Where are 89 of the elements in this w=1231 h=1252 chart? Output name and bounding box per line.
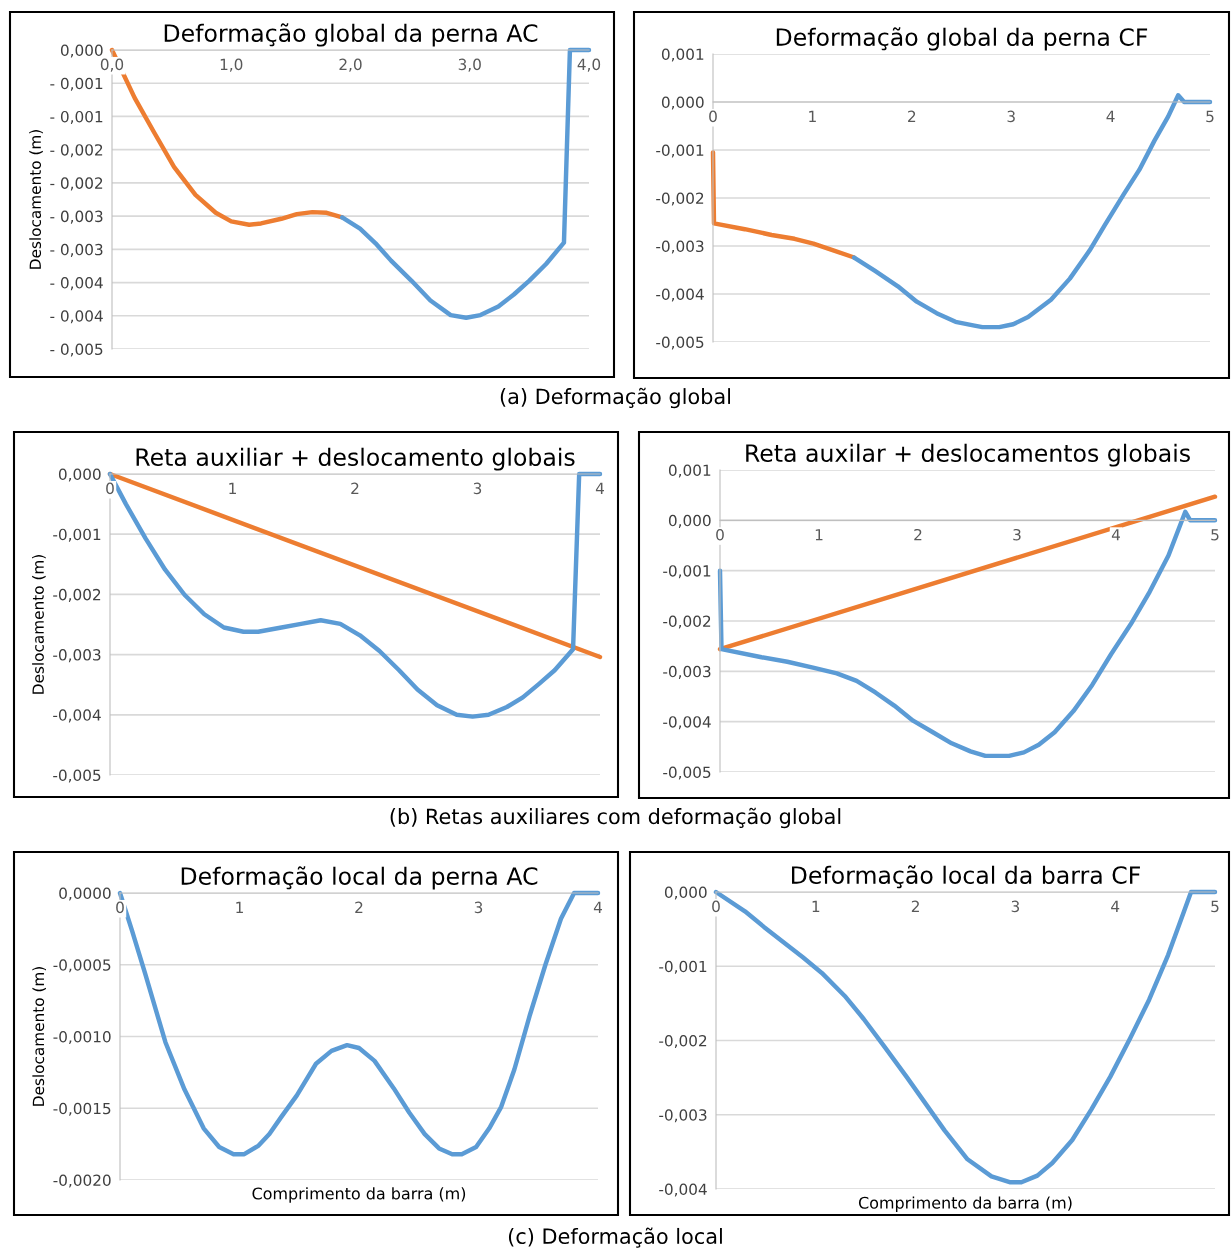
y-tick-label: - 0,001 — [50, 77, 103, 91]
y-tick-label: -0,003 — [53, 649, 101, 663]
chart-title: Deformação global da perna AC — [164, 23, 538, 47]
x-axis-title: Comprimento da barra (m) — [252, 1187, 466, 1203]
x-tick-label: 1 — [815, 529, 823, 541]
x-tick-label: 4 — [1111, 529, 1120, 541]
y-tick-label: 0,001 — [668, 464, 711, 478]
y-tick-label: -0,003 — [659, 1109, 707, 1123]
y-tick-label: -0,0005 — [53, 959, 111, 973]
y-tick-label: -0,0015 — [53, 1102, 111, 1116]
x-tick-label: 0 — [709, 110, 717, 123]
x-tick-label: 5 — [1211, 529, 1219, 541]
y-tick-label: 0,000 — [664, 886, 707, 900]
x-tick-label: 0,0 — [100, 58, 124, 72]
y-tick-label: -0,003 — [663, 665, 711, 679]
y-tick-label: -0,0010 — [53, 1030, 111, 1045]
y-axis-title: Deslocamento (m) — [32, 555, 46, 694]
y-tick-label: -0,005 — [656, 336, 704, 350]
x-tick-label: 3 — [1007, 110, 1015, 123]
chart-title: Deformação local da barra CF — [792, 865, 1140, 889]
text: (b) Retas auxiliares com deformação global — [390, 807, 841, 829]
y-tick-label: -0,002 — [656, 192, 704, 206]
y-tick-label: - 0,005 — [50, 343, 103, 357]
x-tick-label: 5 — [1211, 900, 1219, 913]
y-tick-label: -0,001 — [663, 565, 711, 579]
x-tick-label: 2 — [914, 528, 922, 541]
y-tick-label: -0,005 — [663, 766, 711, 780]
x-tick-label: 5 — [1206, 110, 1214, 123]
y-tick-label: - 0,004 — [50, 277, 103, 291]
x-tick-label: 2,0 — [339, 58, 362, 72]
x-tick-label: 1 — [229, 482, 236, 494]
y-tick-label: - 0,002 — [50, 177, 103, 191]
y-tick-label: 0,001 — [661, 48, 704, 62]
y-tick-label: 0,0000 — [59, 887, 111, 901]
y-tick-label: - 0,002 — [50, 144, 103, 158]
y-tick-label: -0,001 — [53, 528, 101, 542]
y-tick-label: - 0,003 — [50, 243, 103, 257]
y-tick-label: -0,0020 — [53, 1174, 111, 1188]
line-series — [851, 93, 1213, 330]
x-tick-label: 1 — [236, 901, 243, 913]
y-tick-label: 0,000 — [668, 514, 711, 528]
chart-title: Deformação local da perna AC — [181, 866, 538, 890]
y-tick-label: - 0,003 — [50, 210, 103, 224]
x-tick-label: 0 — [106, 482, 114, 495]
y-tick-label: -0,002 — [659, 1034, 707, 1049]
x-tick-label: 3 — [1013, 528, 1021, 541]
x-tick-label: 2 — [911, 900, 919, 912]
x-tick-label: 1,0 — [220, 58, 243, 72]
x-tick-label: 0 — [116, 901, 124, 914]
x-tick-label: 0 — [712, 900, 720, 913]
y-tick-label: -0,004 — [663, 716, 711, 730]
x-tick-label: 3 — [473, 482, 482, 495]
x-tick-label: 1 — [809, 110, 816, 122]
x-tick-label: 4 — [595, 482, 604, 494]
y-tick-label: -0,004 — [53, 709, 101, 723]
y-tick-label: 0,000 — [60, 44, 103, 58]
x-tick-label: 4 — [1106, 110, 1115, 122]
y-tick-label: -0,004 — [659, 1183, 707, 1197]
chart-title: Deformação global da perna CF — [776, 27, 1148, 51]
chart-title: Reta auxiliar + deslocamento globais — [136, 447, 575, 471]
x-tick-label: 4 — [593, 901, 602, 913]
y-tick-label: -0,003 — [656, 240, 704, 254]
x-tick-label: 4,0 — [577, 58, 601, 72]
x-tick-label: 0 — [716, 528, 724, 541]
y-axis-title: Deslocamento (m) — [32, 967, 46, 1106]
y-tick-label: -0,002 — [663, 615, 711, 629]
x-tick-label: 3 — [1011, 900, 1020, 913]
text: (c) Deformação local — [508, 1227, 722, 1248]
y-tick-label: 0,000 — [661, 96, 704, 110]
y-tick-label: 0,000 — [58, 468, 101, 482]
x-tick-label: 3 — [474, 901, 483, 914]
x-tick-label: 2 — [351, 482, 359, 494]
x-tick-label: 3,0 — [458, 58, 481, 72]
x-axis-title: Comprimento da barra (m) — [858, 1196, 1072, 1212]
chart-title: Reta auxilar + deslocamentos globais — [746, 443, 1190, 467]
y-tick-label: -0,001 — [656, 144, 704, 158]
y-tick-label: - 0,004 — [50, 310, 103, 324]
y-tick-label: -0,002 — [53, 588, 101, 602]
x-tick-label: 2 — [908, 110, 916, 122]
y-tick-label: -0,005 — [53, 769, 101, 783]
y-tick-label: -0,004 — [656, 288, 704, 302]
y-axis-title: Deslocamento (m) — [29, 130, 43, 269]
x-tick-label: 1 — [812, 900, 820, 912]
line-series — [717, 509, 1218, 759]
text: (a) Deformação global — [500, 387, 731, 409]
y-tick-label: - 0,001 — [50, 110, 103, 125]
x-tick-label: 4 — [1111, 900, 1120, 912]
y-tick-label: -0,001 — [659, 960, 707, 974]
x-tick-label: 2 — [355, 901, 363, 913]
